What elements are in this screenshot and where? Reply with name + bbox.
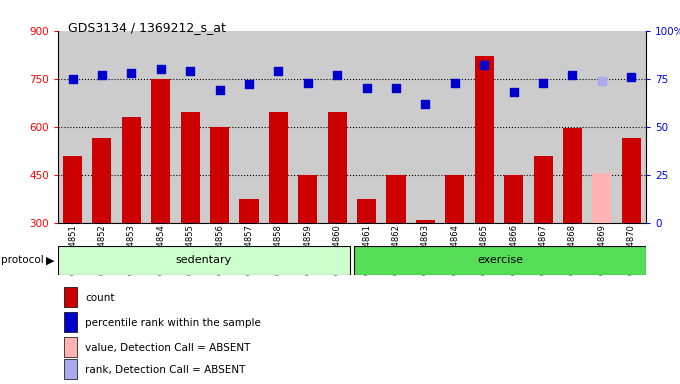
Point [273,68,284,74]
Bar [58,246,350,275]
Point [155,66,166,72]
Text: protocol: protocol [1,255,44,265]
Bar [181,113,200,223]
Bar [299,175,318,223]
Point [626,74,636,80]
Text: count: count [86,293,115,303]
Point [243,81,254,88]
Point [508,89,519,95]
Text: sedentary: sedentary [175,255,232,265]
Text: ▶: ▶ [46,255,54,265]
Bar [63,156,82,223]
Bar [592,173,611,223]
Bar [92,138,112,223]
Point [126,70,137,76]
Bar [357,199,376,223]
Point [332,72,343,78]
Bar [445,175,464,223]
Bar [64,287,77,307]
Point [390,85,401,91]
Point [361,85,372,91]
Bar [64,337,77,357]
Point [420,101,431,107]
Bar [64,312,77,332]
Text: rank, Detection Call = ABSENT: rank, Detection Call = ABSENT [86,365,246,375]
Text: GDS3134 / 1369212_s_at: GDS3134 / 1369212_s_at [68,21,226,34]
Point [214,87,225,93]
Point [596,78,607,84]
Bar [210,127,229,223]
Point [97,72,107,78]
Bar [151,79,170,223]
Bar [534,156,553,223]
Bar [475,56,494,223]
Bar [239,199,258,223]
Point [567,72,578,78]
Bar [416,220,435,223]
Point [538,79,549,86]
Bar [563,128,582,223]
Text: percentile rank within the sample: percentile rank within the sample [86,318,261,328]
Text: value, Detection Call = ABSENT: value, Detection Call = ABSENT [86,343,251,353]
Bar [64,359,77,379]
Point [479,62,490,68]
Bar [622,138,641,223]
Bar [504,175,523,223]
Bar [354,246,646,275]
Point [185,68,196,74]
Bar [122,117,141,223]
Bar [269,113,288,223]
Point [67,76,78,82]
Bar [328,113,347,223]
Text: exercise: exercise [477,255,523,265]
Point [449,79,460,86]
Bar [386,175,405,223]
Point [303,79,313,86]
